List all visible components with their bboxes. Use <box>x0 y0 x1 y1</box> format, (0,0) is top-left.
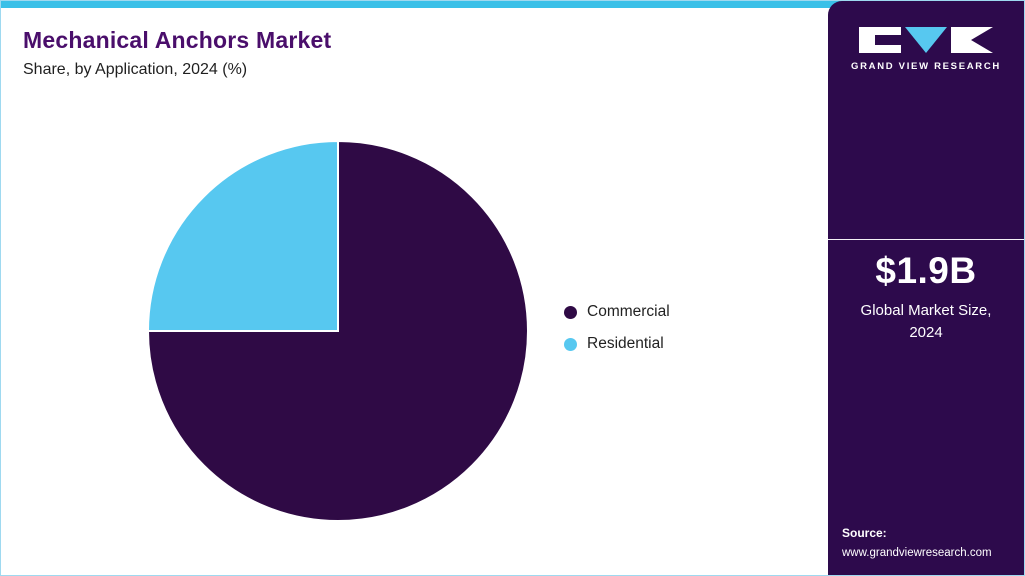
residential-swatch-icon <box>564 337 577 351</box>
market-size-label: Global Market Size, 2024 <box>860 302 992 341</box>
pie-chart-area <box>146 139 530 523</box>
logo-text: GRAND VIEW RESEARCH <box>850 61 1001 72</box>
legend-label-residential: Residential <box>587 335 664 352</box>
market-size-block: $1.9B Global Market Size, 2024 <box>828 239 1024 344</box>
page-title: Mechanical Anchors Market <box>23 27 332 53</box>
source-block: Source: www.grandviewresearch.com <box>842 526 992 561</box>
sidebar: GRAND VIEW RESEARCH $1.9B Global Market … <box>828 1 1024 575</box>
chart-header: Mechanical Anchors Market Share, by Appl… <box>23 27 331 79</box>
top-accent-strip <box>1 1 1024 8</box>
grand-view-research-logo: GRAND VIEW RESEARCH <box>828 27 1024 72</box>
source-label: Source: <box>842 526 887 540</box>
legend-item-commercial: Commercial <box>564 303 670 321</box>
gvr-logo-icon <box>859 27 993 53</box>
pie-chart <box>146 139 529 522</box>
chart-legend: Commercial Residential <box>564 303 670 353</box>
market-size-value: $1.9B <box>875 250 977 291</box>
legend-label-commercial: Commercial <box>587 303 670 320</box>
source-url-link[interactable]: www.grandviewresearch.com <box>842 547 992 559</box>
legend-item-residential: Residential <box>564 335 670 353</box>
commercial-swatch-icon <box>564 305 577 319</box>
page-subtitle: Share, by Application, 2024 (%) <box>23 61 248 78</box>
pie-slice-residential <box>146 139 339 332</box>
